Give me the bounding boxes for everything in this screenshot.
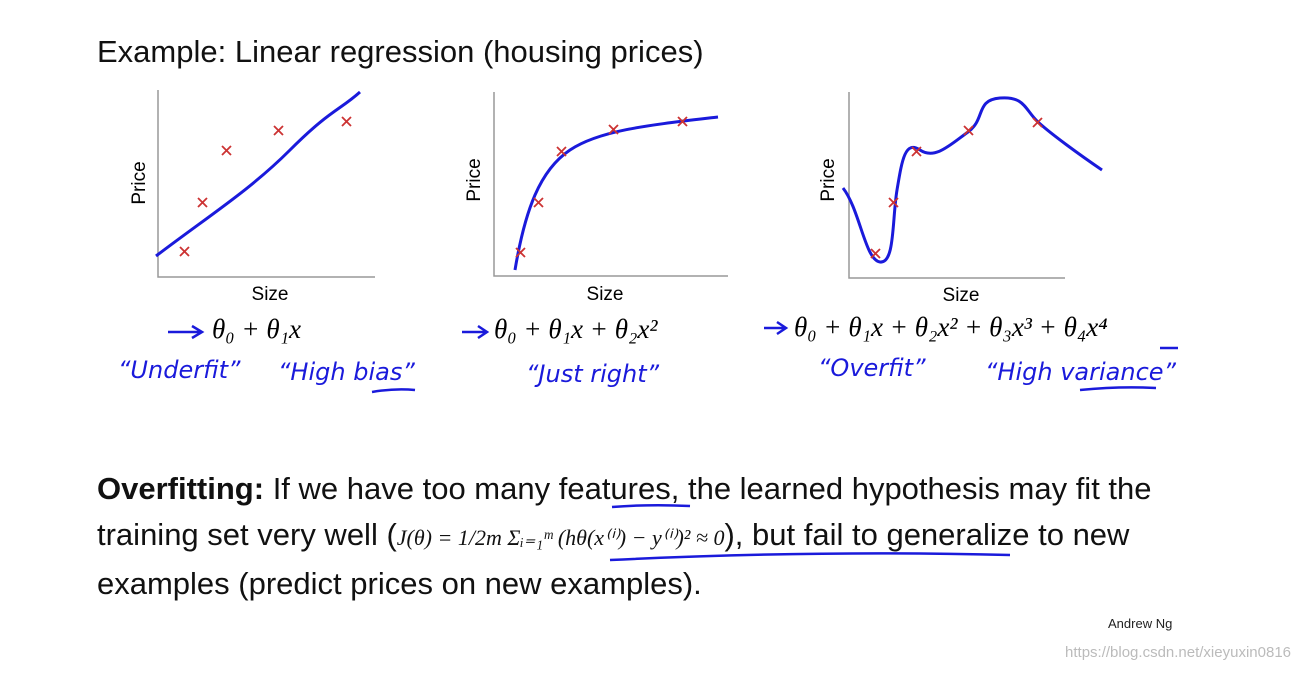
y-axis-label: Price	[818, 158, 839, 201]
panel-underfit	[155, 90, 375, 278]
panel-overfit	[841, 92, 1103, 279]
handwritten-note: “Just right”	[526, 360, 660, 388]
x-axis-label: Size	[252, 284, 289, 305]
y-axis-label: Price	[464, 158, 485, 201]
handwritten-note: “High variance”	[985, 358, 1177, 386]
axes	[157, 90, 375, 278]
term: Overfitting:	[97, 471, 265, 506]
cost-formula: J(θ) = 1/2m Σᵢ₌₁ᵐ (hθ(x⁽ⁱ⁾) − y⁽ⁱ⁾)² ≈ 0	[396, 525, 725, 550]
x-axis-label: Size	[943, 285, 980, 306]
handwritten-note: “Overfit”	[818, 354, 926, 382]
paragraph-text: ), but fail to generalize to new example…	[97, 517, 1130, 601]
fit-curve	[155, 90, 362, 258]
slide-title: Example: Linear regression (housing pric…	[97, 34, 704, 69]
hand-underlines	[371, 346, 1178, 562]
fit-curve	[841, 96, 1103, 264]
x-axis-label: Size	[587, 284, 624, 305]
fit-curve	[513, 115, 719, 271]
data-points	[515, 116, 688, 258]
data-points	[870, 117, 1043, 259]
hypothesis: θ₀ + θ₁x + θ₂x² + θ₃x³ + θ₄x⁴	[794, 312, 1108, 342]
paragraph-text: If we have too many features, the learne…	[97, 471, 1152, 552]
author: Andrew Ng	[1108, 616, 1173, 631]
axes	[848, 92, 1065, 279]
handwritten-note: “High bias”	[278, 358, 415, 386]
overfitting-paragraph: Overfitting: If we have too many feature…	[97, 466, 1157, 607]
y-axis-label: Price	[129, 161, 150, 204]
axes	[493, 92, 728, 277]
hypothesis: θ₀ + θ₁x + θ₂x²	[494, 314, 658, 344]
watermark: https://blog.csdn.net/xieyuxin0816	[1065, 644, 1291, 661]
data-points	[179, 116, 352, 257]
hand-arrows	[168, 320, 789, 340]
panel-just-right	[493, 92, 728, 277]
handwritten-note: “Underfit”	[118, 356, 241, 384]
hypothesis: θ₀ + θ₁x	[212, 314, 301, 344]
